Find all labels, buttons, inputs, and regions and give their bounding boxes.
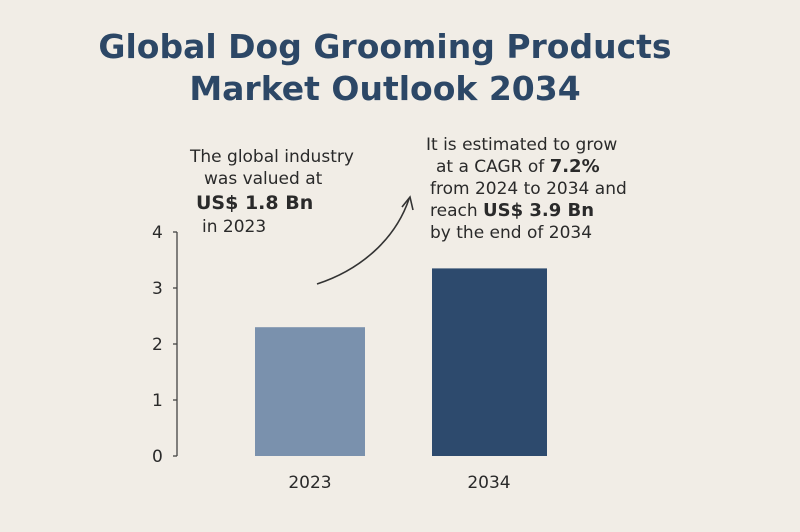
annotation-2023-line-2: was valued at [204,169,323,189]
annotation-2034-line-1: It is estimated to grow [426,135,618,155]
annotation-2023: The global industry was valued at US$ 1.… [186,146,354,238]
x-tick-label-2034: 2034 [467,473,510,493]
chart-title: Global Dog Grooming Products Market Outl… [0,26,770,110]
annotation-2034-reach-value: US$ 3.9 Bn [483,200,595,221]
bars [255,268,547,456]
bar-2034 [432,268,547,456]
annotation-2023-value: US$ 1.8 Bn [196,192,314,214]
y-tick-label-0: 0 [152,447,163,467]
x-axis-labels: 2023 2034 [288,473,510,493]
y-tick-label-1: 1 [152,391,163,411]
y-tick-label-3: 3 [152,279,163,299]
bar-2023 [255,327,365,456]
annotation-2023-line-4: in 2023 [202,217,267,237]
annotation-2034-line-4: reach US$ 3.9 Bn [430,200,627,222]
annotation-2034-line-3: from 2024 to 2034 and [430,179,627,199]
x-tick-label-2023: 2023 [288,473,331,493]
arrow-head-icon [401,195,414,211]
y-tick-label-4: 4 [152,223,163,243]
annotation-2034-line-2: at a CAGR of 7.2% [436,156,627,178]
annotation-2034: It is estimated to grow at a CAGR of 7.2… [420,134,627,244]
annotation-2034-cagr-label: at a CAGR of [436,157,550,177]
annotation-2034-cagr-value: 7.2% [549,156,600,177]
annotation-2034-line-5: by the end of 2034 [430,223,593,243]
title-line-1: Global Dog Grooming Products [98,27,672,66]
annotation-2034-reach-label: reach [430,201,484,221]
title-line-2: Market Outlook 2034 [189,69,581,108]
y-axis: 0 1 2 3 4 [152,223,178,467]
y-tick-label-2: 2 [152,335,163,355]
growth-arrow-icon [316,198,410,285]
annotation-2023-line-1: The global industry [190,147,354,167]
